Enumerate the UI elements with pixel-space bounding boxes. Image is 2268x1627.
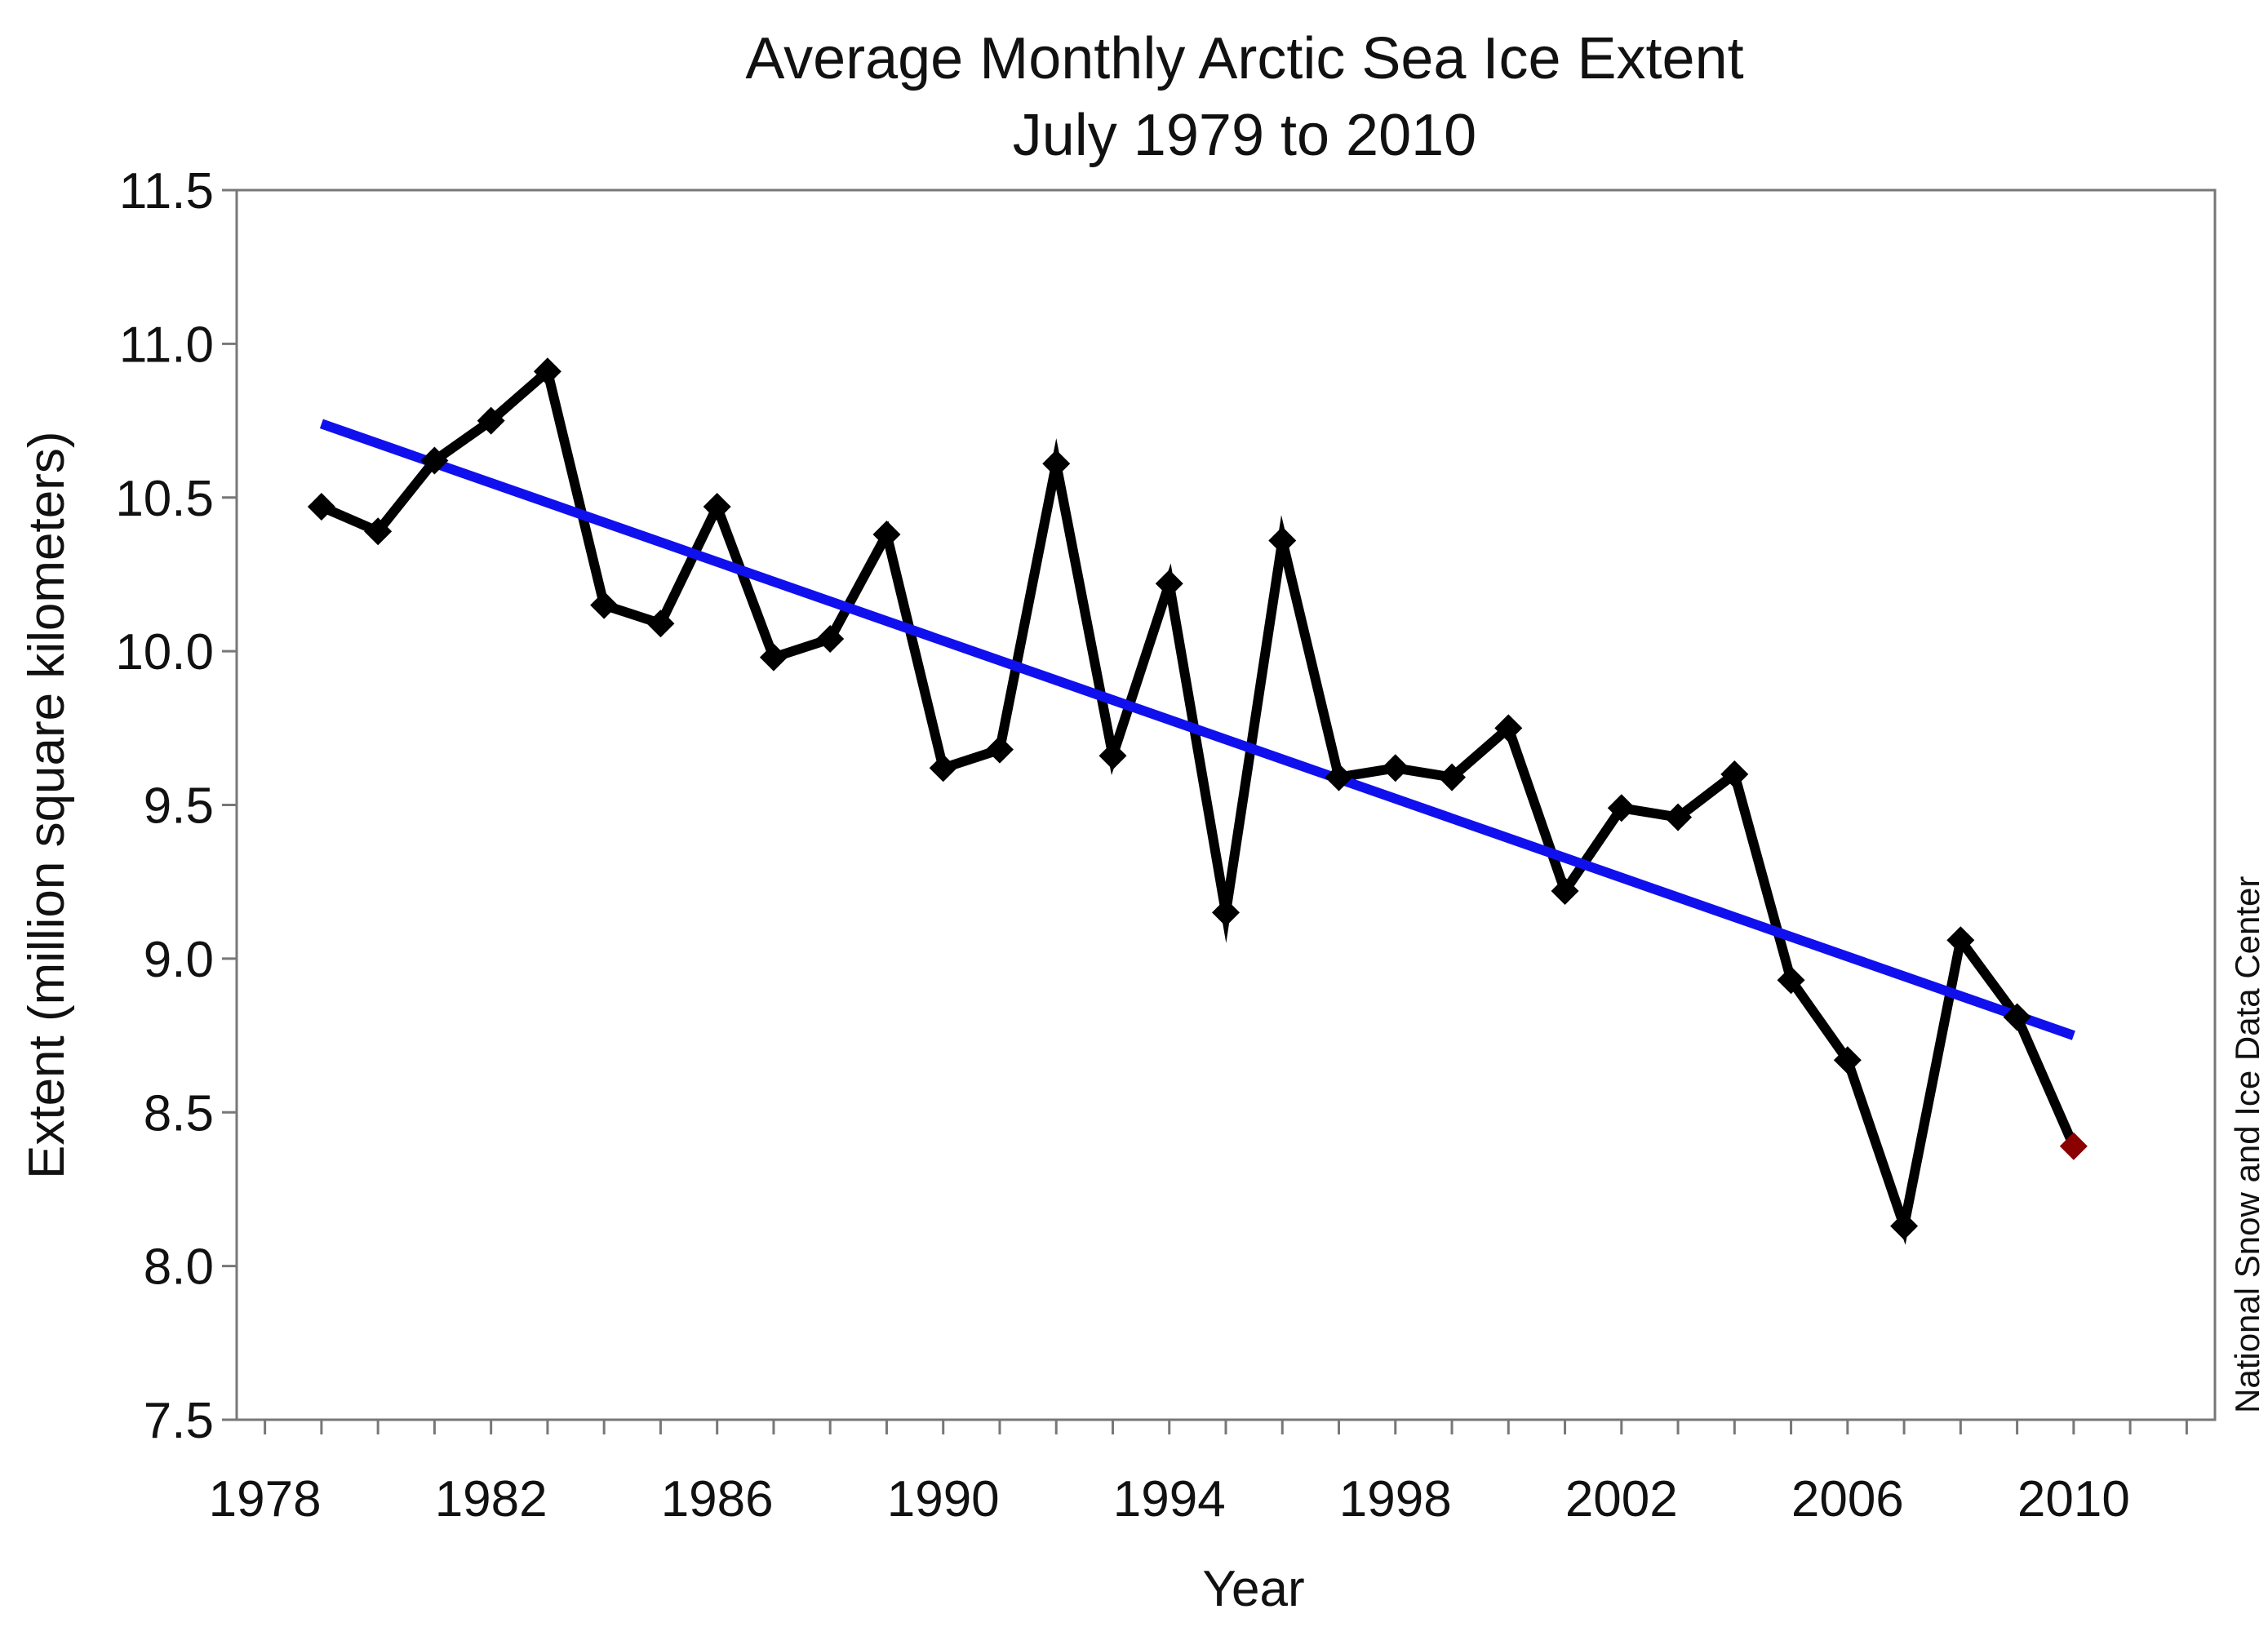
data-point — [1833, 1046, 1862, 1075]
x-tick-label: 2006 — [1791, 1471, 1904, 1527]
data-point — [703, 493, 731, 521]
data-point — [1890, 1212, 1919, 1240]
data-point — [1607, 794, 1636, 822]
data-point — [985, 735, 1014, 764]
data-point — [1155, 570, 1183, 598]
x-tick-label: 1998 — [1339, 1471, 1452, 1527]
y-tick-label: 10.5 — [115, 471, 214, 527]
data-point — [590, 591, 619, 619]
data-point — [646, 610, 675, 638]
x-tick-label: 1982 — [435, 1471, 548, 1527]
y-tick-label: 11.5 — [119, 163, 214, 219]
y-tick-label: 11.0 — [119, 317, 214, 373]
plot-area — [235, 188, 2217, 1421]
data-point-highlighted — [2059, 1132, 2088, 1160]
data-point — [1438, 763, 1467, 791]
data-point — [1946, 926, 1975, 955]
data-point — [759, 643, 788, 672]
y-tick-label: 9.5 — [144, 778, 214, 835]
data-point — [1494, 714, 1523, 743]
series-line — [319, 362, 2079, 1245]
data-point — [420, 446, 449, 475]
data-point — [872, 520, 901, 548]
data-point — [533, 357, 561, 386]
data-point — [1664, 803, 1693, 831]
data-point — [1042, 450, 1071, 478]
y-tick-label: 10.0 — [115, 624, 214, 681]
data-point — [1325, 763, 1353, 791]
x-tick-label: 2002 — [1565, 1471, 1678, 1527]
x-tick-label: 1994 — [1113, 1471, 1226, 1527]
y-tick-label: 8.5 — [144, 1085, 214, 1142]
chart-subtitle: July 1979 to 2010 — [1012, 103, 1477, 168]
x-tick-label: 1990 — [887, 1471, 1000, 1527]
data-point — [1268, 526, 1297, 555]
data-point — [2003, 1003, 2031, 1031]
data-point — [1777, 966, 1805, 995]
data-point — [1381, 754, 1409, 782]
x-tick-label: 2010 — [2017, 1471, 2130, 1527]
data-point — [1098, 742, 1127, 770]
x-tick-label: 1986 — [661, 1471, 774, 1527]
data-point — [1720, 760, 1749, 788]
data-point — [1212, 898, 1240, 927]
axes: 7.5 8.0 8.5 9.0 9.5 10.0 10.5 11.0 11.5 1978 1982 1… — [115, 163, 2188, 1527]
x-axis-label: Year — [1202, 1561, 1304, 1617]
data-point — [477, 406, 505, 435]
x-tick-label: 1978 — [209, 1471, 322, 1527]
data-point — [364, 517, 393, 546]
trend-line — [319, 419, 2075, 1040]
chart-title: Average Monthly Arctic Sea Ice Extent — [745, 26, 1744, 91]
y-tick-label: 7.5 — [144, 1393, 214, 1449]
data-point — [816, 625, 845, 654]
series-layer — [307, 357, 2088, 1245]
y-tick-label: 8.0 — [144, 1239, 214, 1296]
data-point — [1551, 876, 1579, 905]
data-point — [929, 754, 957, 782]
data-point — [307, 493, 335, 521]
y-tick-label: 9.0 — [144, 932, 214, 988]
